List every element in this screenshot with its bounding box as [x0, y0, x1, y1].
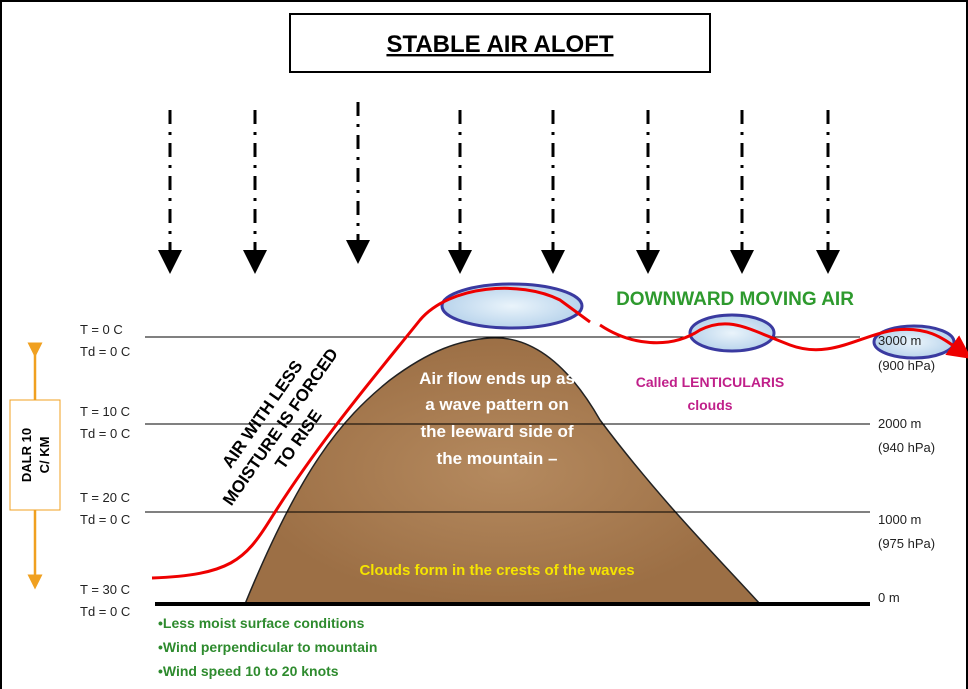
crest-label: Clouds form in the crests of the waves — [359, 562, 634, 579]
temp: T = 20 C — [80, 490, 130, 505]
altitude: 2000 m — [878, 416, 921, 431]
mountain-text: a wave pattern on — [425, 395, 569, 414]
dew: Td = 0 C — [80, 604, 130, 619]
diagram: STABLE AIR ALOFT DALR 10 C/ KM T = 0 C T… — [0, 0, 968, 689]
condition: •Wind speed 10 to 20 knots — [158, 663, 339, 679]
altitude: 0 m — [878, 590, 900, 605]
pressure: (940 hPa) — [878, 440, 935, 455]
mountain-text: the mountain – — [437, 449, 558, 468]
lenticularis-label: clouds — [687, 397, 732, 413]
cloud — [442, 284, 582, 328]
dew: Td = 0 C — [80, 426, 130, 441]
page: STABLE AIR ALOFT DALR 10 C/ KM T = 0 C T… — [0, 0, 968, 689]
dalr-box — [10, 400, 60, 510]
condition: •Less moist surface conditions — [158, 615, 365, 631]
condition: •Wind perpendicular to mountain — [158, 639, 377, 655]
altitude: 3000 m — [878, 333, 921, 348]
dalr-text: C/ KM — [37, 437, 52, 474]
temp: T = 10 C — [80, 404, 130, 419]
downward-label: DOWNWARD MOVING AIR — [616, 289, 854, 310]
temp: T = 30 C — [80, 582, 130, 597]
title: STABLE AIR ALOFT — [386, 31, 613, 58]
pressure: (900 hPa) — [878, 358, 935, 373]
mountain-text: the leeward side of — [420, 422, 573, 441]
dew: Td = 0 C — [80, 512, 130, 527]
dalr-text: DALR 10 — [19, 428, 34, 482]
altitude: 1000 m — [878, 512, 921, 527]
lenticularis-label: Called LENTICULARIS — [636, 374, 785, 390]
dew: Td = 0 C — [80, 344, 130, 359]
mountain-text: Air flow ends up as — [419, 369, 575, 388]
temp: T = 0 C — [80, 322, 123, 337]
pressure: (975 hPa) — [878, 536, 935, 551]
